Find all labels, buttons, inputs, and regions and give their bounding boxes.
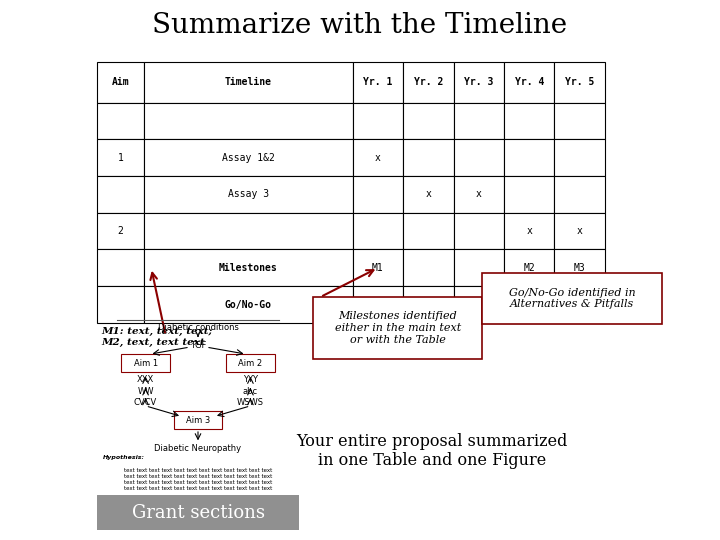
Text: Hypothesis:: Hypothesis: [103, 455, 145, 460]
Text: XXX: XXX [137, 375, 154, 383]
Bar [353, 286, 403, 323]
Text: Yr. 3: Yr. 3 [464, 77, 493, 87]
Bar [353, 139, 403, 176]
Bar [504, 249, 554, 286]
Bar [97, 103, 144, 139]
Text: Aim: Aim [112, 77, 130, 87]
Text: Yr. 4: Yr. 4 [515, 77, 544, 87]
Text: Milestones identified
either in the main text
or with the Table: Milestones identified either in the main… [335, 312, 461, 345]
Bar [353, 176, 403, 213]
Bar [554, 62, 605, 103]
Bar [504, 176, 554, 213]
Bar [353, 249, 403, 286]
Bar [454, 62, 504, 103]
Text: 2: 2 [117, 226, 124, 236]
Text: Timeline: Timeline [225, 77, 272, 87]
Text: x: x [375, 153, 381, 163]
Bar [554, 249, 605, 286]
Bar [504, 286, 554, 323]
Bar [554, 139, 605, 176]
Text: M1: M1 [372, 263, 384, 273]
Bar [454, 103, 504, 139]
Text: x: x [526, 226, 532, 236]
Text: Assay 3: Assay 3 [228, 190, 269, 199]
Bar [144, 62, 353, 103]
Text: Go/No-Go: Go/No-Go [225, 300, 272, 309]
Text: Summarize with the Timeline: Summarize with the Timeline [153, 12, 567, 39]
Bar [554, 176, 605, 213]
Text: Aim 3: Aim 3 [186, 416, 210, 424]
Bar [504, 103, 554, 139]
Text: x: x [577, 226, 582, 236]
Text: Go/No-Go identified in
Alternatives & Pitfalls: Go/No-Go identified in Alternatives & Pi… [509, 287, 636, 309]
Bar [97, 139, 144, 176]
Bar [554, 213, 605, 249]
Bar [144, 176, 353, 213]
Text: abc: abc [243, 387, 258, 396]
Text: Grant sections: Grant sections [132, 504, 264, 522]
Bar [403, 139, 454, 176]
Bar [454, 213, 504, 249]
Bar [554, 103, 605, 139]
Bar [403, 249, 454, 286]
Text: Milestones: Milestones [219, 263, 278, 273]
Bar [226, 354, 274, 372]
Text: M1: text, text, text;
M2, text, text text: M1: text, text, text; M2, text, text tex… [101, 327, 212, 347]
Bar [454, 139, 504, 176]
Text: Gii: Gii [521, 300, 538, 309]
Text: TGF: TGF [190, 341, 206, 350]
Text: 1: 1 [117, 153, 124, 163]
Bar [482, 273, 662, 324]
Text: text text text text text text text text text text text text
text text text text : text text text text text text text text … [124, 468, 272, 491]
Text: CVCV: CVCV [134, 398, 157, 407]
Text: Diabetic Neuropathy: Diabetic Neuropathy [154, 444, 242, 453]
Bar [97, 213, 144, 249]
Text: Assay 1&2: Assay 1&2 [222, 153, 275, 163]
Bar [97, 249, 144, 286]
Bar [97, 286, 144, 323]
Bar [554, 286, 605, 323]
Bar [504, 213, 554, 249]
Text: Gi: Gi [423, 300, 434, 309]
Text: Aim 2: Aim 2 [238, 359, 263, 368]
Text: Aim 1: Aim 1 [133, 359, 158, 368]
Bar [504, 62, 554, 103]
Text: Diabetic conditions: Diabetic conditions [158, 323, 238, 332]
Text: Yr. 1: Yr. 1 [364, 77, 392, 87]
Bar [144, 103, 353, 139]
Text: WSWS: WSWS [237, 398, 264, 407]
Bar [403, 176, 454, 213]
Bar [454, 176, 504, 213]
Text: x: x [426, 190, 431, 199]
Bar [144, 286, 353, 323]
Bar [454, 249, 504, 286]
Bar [403, 62, 454, 103]
Bar [403, 286, 454, 323]
Bar [353, 213, 403, 249]
Text: Yr. 5: Yr. 5 [565, 77, 594, 87]
Text: x: x [476, 190, 482, 199]
Text: YYY: YYY [243, 375, 258, 383]
Text: M2: M2 [523, 263, 535, 273]
Bar [504, 139, 554, 176]
Bar [144, 213, 353, 249]
Bar [144, 139, 353, 176]
Bar [403, 103, 454, 139]
Bar [403, 213, 454, 249]
Bar [313, 297, 482, 359]
Bar [353, 103, 403, 139]
Bar [97, 176, 144, 213]
Bar [144, 249, 353, 286]
Bar [454, 286, 504, 323]
Text: Your entire proposal summarized
in one Table and one Figure: Your entire proposal summarized in one T… [297, 433, 567, 469]
Bar [122, 354, 170, 372]
Text: M3: M3 [574, 263, 585, 273]
Text: WW: WW [138, 387, 154, 396]
Bar [353, 62, 403, 103]
Text: Yr. 2: Yr. 2 [414, 77, 443, 87]
Bar [97, 62, 144, 103]
Bar [174, 411, 222, 429]
